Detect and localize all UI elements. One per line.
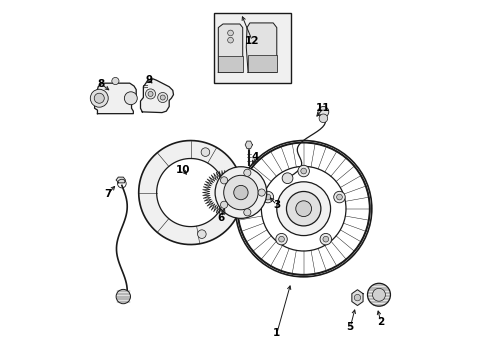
Circle shape <box>220 201 227 208</box>
Text: 12: 12 <box>244 36 259 46</box>
Bar <box>218 56 242 72</box>
Circle shape <box>243 169 250 176</box>
Circle shape <box>264 194 270 200</box>
Circle shape <box>223 175 258 210</box>
Circle shape <box>233 185 247 200</box>
Circle shape <box>227 37 233 43</box>
Circle shape <box>227 30 233 36</box>
Circle shape <box>322 236 328 242</box>
Circle shape <box>258 189 265 196</box>
Circle shape <box>220 177 227 184</box>
Text: 2: 2 <box>376 317 384 327</box>
Circle shape <box>278 236 284 242</box>
Circle shape <box>90 89 108 107</box>
Circle shape <box>112 77 119 85</box>
Circle shape <box>243 209 250 216</box>
Polygon shape <box>202 170 246 215</box>
Circle shape <box>262 191 273 203</box>
Circle shape <box>201 148 209 156</box>
Bar <box>214 13 290 83</box>
Polygon shape <box>351 290 362 306</box>
Circle shape <box>336 194 342 200</box>
Circle shape <box>215 167 266 219</box>
Text: 3: 3 <box>273 200 280 210</box>
Circle shape <box>353 294 360 301</box>
Text: 10: 10 <box>175 165 190 175</box>
Polygon shape <box>218 24 242 72</box>
Circle shape <box>116 289 130 304</box>
Circle shape <box>145 89 155 99</box>
Circle shape <box>295 201 311 217</box>
Circle shape <box>367 283 389 306</box>
Text: 9: 9 <box>145 75 153 85</box>
Polygon shape <box>139 140 241 244</box>
Circle shape <box>320 233 331 245</box>
Circle shape <box>372 288 385 301</box>
Polygon shape <box>94 83 136 114</box>
Circle shape <box>94 93 104 103</box>
Circle shape <box>282 173 292 184</box>
Polygon shape <box>246 23 276 72</box>
Text: 5: 5 <box>346 322 353 332</box>
Polygon shape <box>244 141 252 149</box>
Text: 1: 1 <box>273 328 280 338</box>
Circle shape <box>158 93 167 103</box>
Circle shape <box>319 114 327 123</box>
Circle shape <box>300 168 306 174</box>
Circle shape <box>275 233 286 245</box>
Circle shape <box>148 91 153 96</box>
Text: 6: 6 <box>217 213 224 222</box>
Circle shape <box>297 165 309 177</box>
Bar <box>247 55 276 72</box>
Circle shape <box>197 230 206 238</box>
Text: 8: 8 <box>97 79 104 89</box>
Circle shape <box>317 107 328 117</box>
Circle shape <box>276 182 330 235</box>
Text: 7: 7 <box>104 189 112 199</box>
Circle shape <box>333 191 345 203</box>
Circle shape <box>124 92 137 105</box>
Polygon shape <box>140 79 173 113</box>
Polygon shape <box>116 177 125 183</box>
Circle shape <box>160 95 165 100</box>
Text: 4: 4 <box>251 152 259 162</box>
Text: 11: 11 <box>316 103 330 113</box>
Circle shape <box>286 192 320 226</box>
